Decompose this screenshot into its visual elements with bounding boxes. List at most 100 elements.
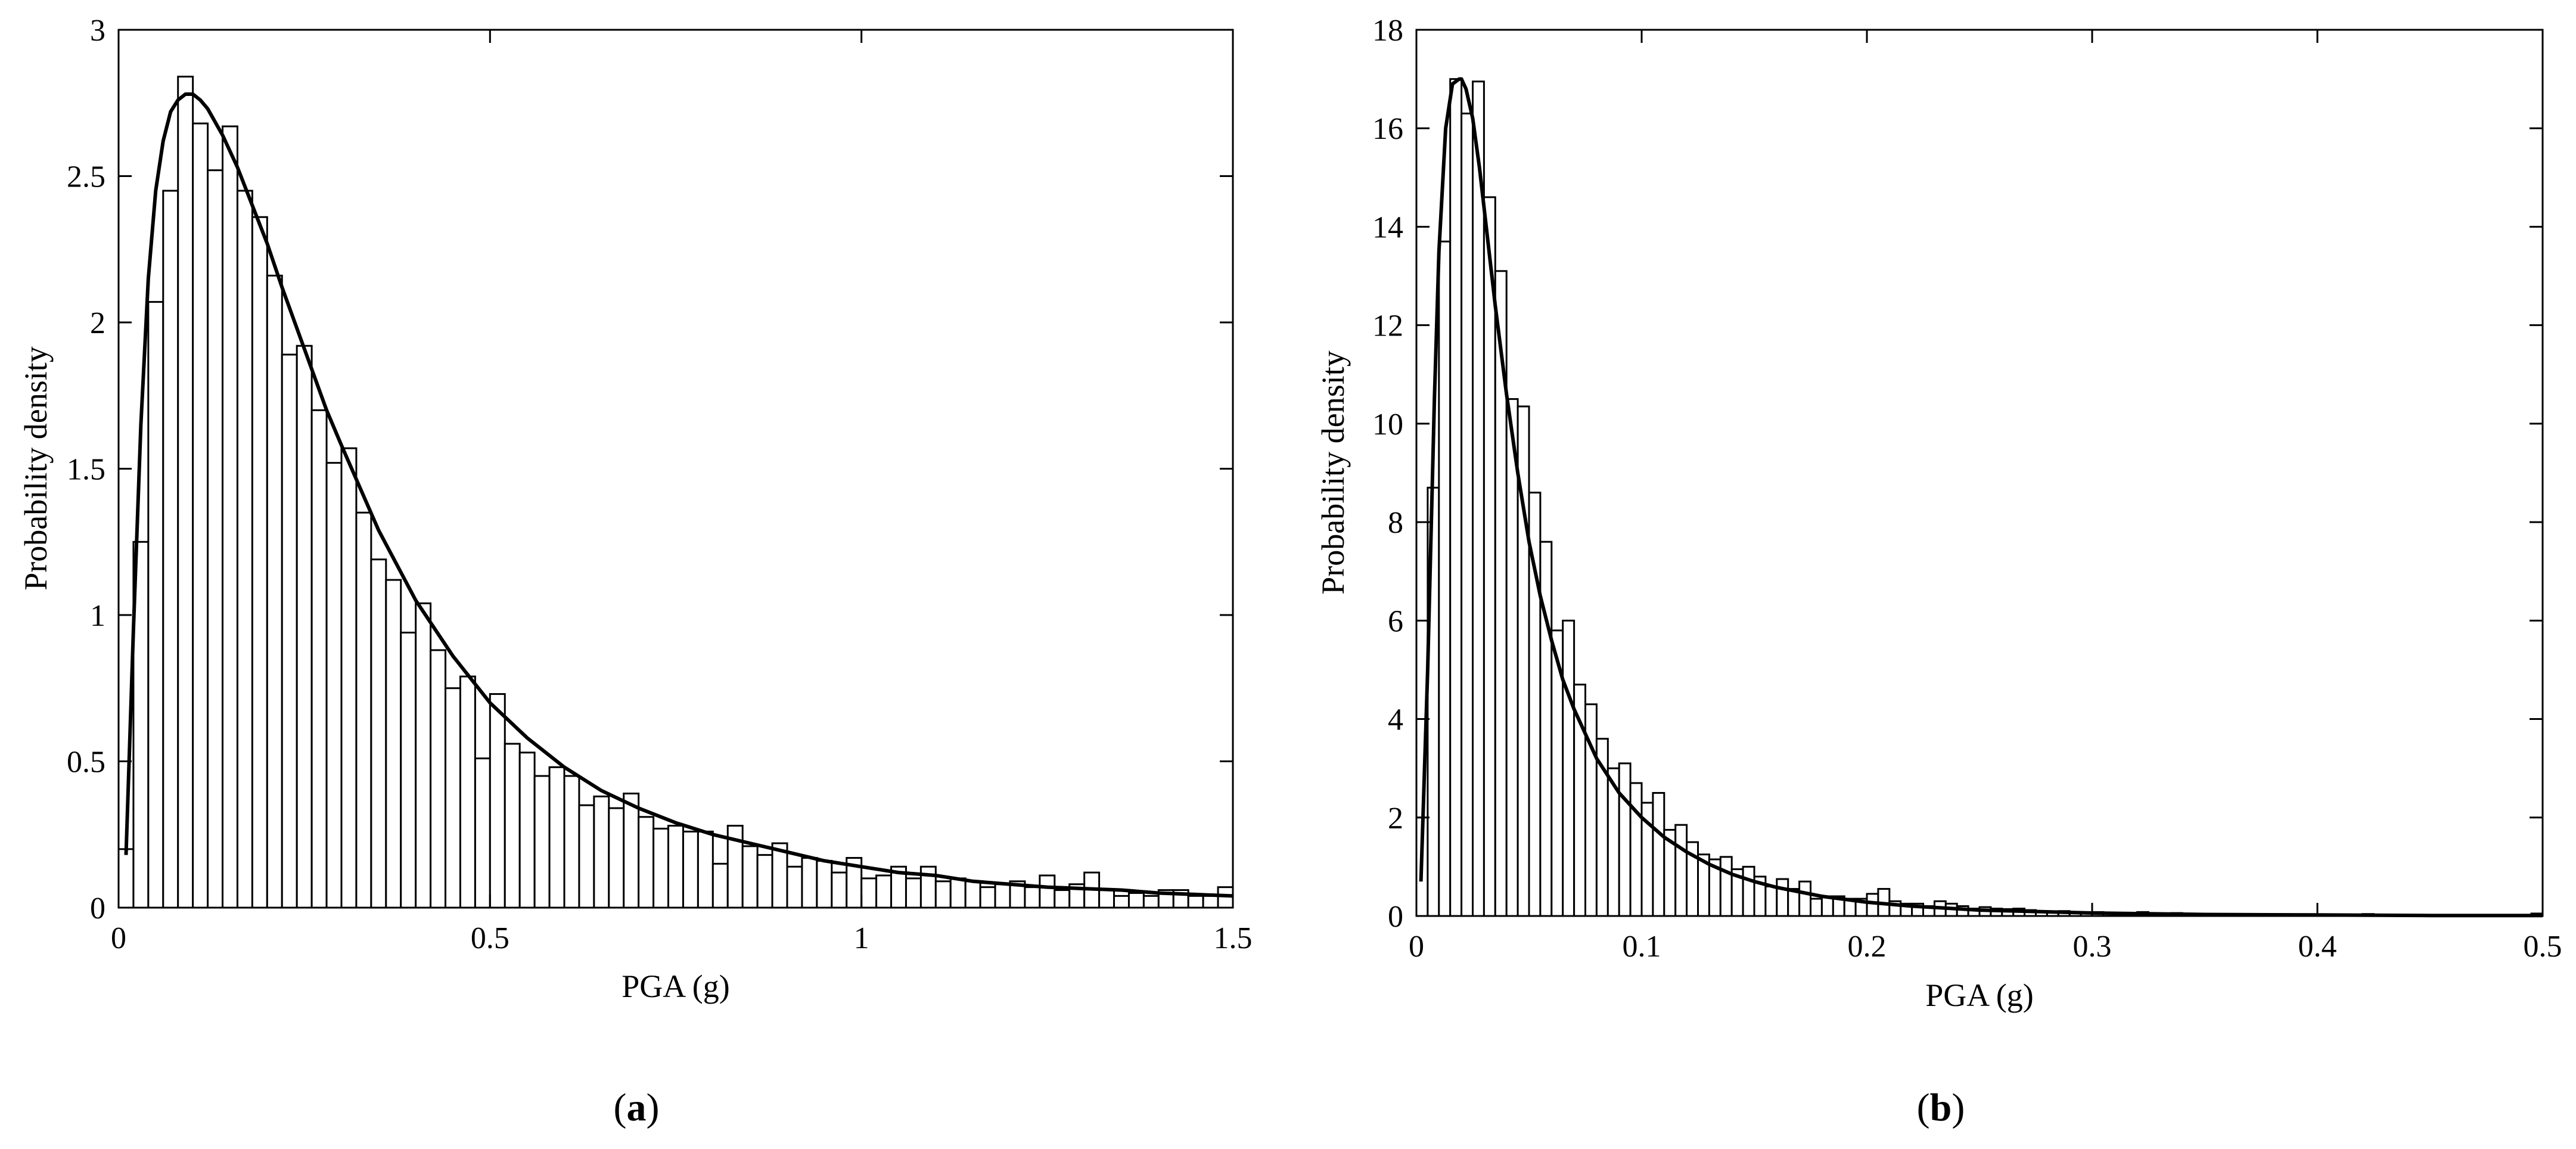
- plot-frame-b: [1415, 29, 2544, 917]
- histogram-bar: [593, 795, 610, 909]
- histogram-bar: [504, 743, 521, 909]
- histogram-bar: [756, 854, 773, 909]
- histogram-bar: [459, 675, 476, 909]
- histogram-bar: [608, 807, 625, 909]
- histogram-bar: [1098, 889, 1115, 909]
- y-tick-label: 0: [1388, 900, 1403, 934]
- histogram-bar: [325, 462, 343, 909]
- x-axis-label-a: PGA (g): [622, 968, 730, 1004]
- histogram-bar: [1187, 895, 1204, 909]
- histogram-bar: [177, 76, 194, 909]
- histogram-bar: [192, 122, 209, 909]
- panel-label-b: (b): [1917, 1086, 1965, 1129]
- histogram-bar: [563, 775, 580, 909]
- histogram-bar: [1618, 762, 1632, 917]
- histogram-bar: [1776, 878, 1789, 917]
- histogram-bar: [623, 793, 640, 909]
- histogram-bar: [860, 877, 878, 909]
- histogram-bar: [816, 859, 833, 909]
- histogram-bar: [875, 874, 893, 909]
- y-tick-label: 0: [90, 892, 105, 926]
- x-tick-label: 0.3: [2073, 930, 2112, 964]
- histogram-bar: [994, 883, 1011, 909]
- y-tick-label: 16: [1372, 112, 1403, 146]
- histogram-bar: [1562, 619, 1576, 917]
- y-tick-label: 10: [1372, 408, 1403, 442]
- histogram-bar: [1866, 893, 1879, 917]
- histogram-bar: [1127, 892, 1145, 909]
- histogram-bar: [1674, 824, 1688, 917]
- histogram-bar: [1054, 889, 1071, 909]
- histogram-bar: [1629, 782, 1643, 917]
- y-tick-label: 2.5: [67, 160, 105, 194]
- histogram-bar: [355, 511, 372, 909]
- x-tick-label: 0.1: [1623, 930, 1661, 964]
- y-tick-label: 3: [90, 14, 105, 48]
- histogram-bar: [474, 757, 491, 909]
- histogram-bar: [1505, 398, 1519, 917]
- axis-ticks-b: 0 0.1 0.2 0.3 0.4 0.5 0 2 4 6 8 10 12 14 16 18: [1372, 14, 2562, 964]
- histogram-bar: [162, 190, 179, 909]
- histogram-bar: [400, 631, 417, 909]
- histogram-bar: [207, 169, 224, 909]
- histogram-bar: [310, 409, 328, 909]
- histogram-bar: [1742, 865, 1755, 917]
- histogram-bar: [652, 827, 670, 909]
- histogram-bar: [222, 125, 238, 909]
- axis-ticks-a: 0 0.5 1 1.5 0 0.5 1 1.5 2 2.5 3: [67, 14, 1253, 955]
- histogram-bars-a: [117, 76, 1234, 909]
- y-tick-label: 8: [1388, 506, 1403, 540]
- histogram-bar: [296, 344, 313, 909]
- chart-panel-a: 0 0.5 1 1.5 0 0.5 1 1.5 2 2.5 3 PGA (g) Probabilit…: [18, 14, 1253, 1129]
- x-tick-label: 0.4: [2298, 930, 2337, 964]
- histogram-bar: [1652, 791, 1665, 917]
- histogram-bar: [964, 880, 981, 909]
- histogram-bar: [489, 693, 506, 909]
- histogram-bar: [979, 886, 996, 909]
- histogram-bar: [251, 216, 268, 909]
- histogram-bar: [1719, 856, 1733, 917]
- histogram-bar: [1113, 895, 1130, 909]
- histogram-bar: [340, 447, 358, 909]
- histogram-bar: [786, 865, 803, 909]
- histogram-bar: [370, 558, 387, 909]
- histogram-bar: [445, 687, 461, 909]
- y-tick-label: 18: [1372, 14, 1403, 48]
- histogram-bar: [1810, 898, 1823, 917]
- histogram-bar: [1461, 112, 1474, 917]
- histogram-bar: [638, 816, 655, 909]
- histogram-bar: [533, 775, 551, 909]
- y-tick-label: 1.5: [67, 453, 105, 487]
- histogram-bar: [1142, 895, 1160, 909]
- histogram-bar: [281, 353, 298, 909]
- histogram-bar: [1039, 874, 1056, 909]
- y-tick-label: 12: [1372, 309, 1403, 343]
- histogram-bar: [1798, 880, 1812, 917]
- x-tick-label: 0.5: [2524, 930, 2562, 964]
- histogram-bar: [741, 845, 759, 909]
- x-axis-label-b: PGA (g): [1925, 977, 2034, 1013]
- histogram-bar: [548, 766, 565, 909]
- y-tick-label: 4: [1388, 703, 1403, 737]
- histogram-bar: [934, 880, 952, 909]
- histogram-bar: [905, 877, 922, 909]
- histogram-bar: [415, 602, 432, 909]
- histogram-bar: [1202, 895, 1219, 909]
- fit-curve-a: [124, 92, 1233, 898]
- histogram-bars-b: [1415, 78, 2544, 917]
- y-tick-label: 14: [1372, 210, 1403, 244]
- x-tick-label: 0.5: [471, 921, 509, 955]
- histogram-bar: [667, 825, 684, 909]
- histogram-bar: [1024, 886, 1041, 909]
- y-tick-label: 6: [1388, 604, 1403, 638]
- panel-label-a: (a): [614, 1086, 660, 1129]
- x-tick-label: 0.2: [1848, 930, 1887, 964]
- histogram-bar: [831, 871, 848, 909]
- x-tick-label: 0: [111, 921, 126, 955]
- x-tick-label: 0: [1409, 930, 1424, 964]
- y-tick-label: 2: [90, 306, 105, 340]
- y-axis-label-b: Probability density: [1315, 350, 1351, 594]
- histogram-bar: [1438, 240, 1452, 917]
